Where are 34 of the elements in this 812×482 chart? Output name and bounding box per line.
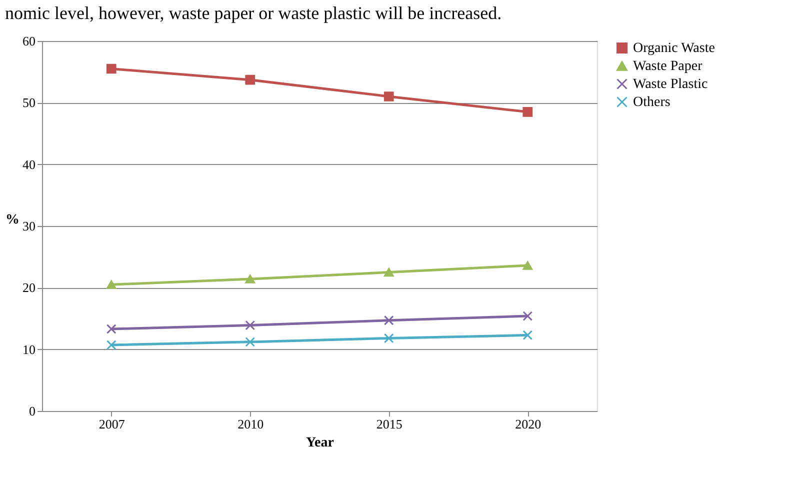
point — [245, 274, 256, 284]
y-axis-title: % — [6, 212, 20, 228]
x-tick-label: 2015 — [376, 416, 402, 432]
x-tick-label: 2010 — [238, 416, 264, 432]
y-tick-label: 50 — [22, 95, 36, 110]
point — [106, 324, 116, 334]
point — [106, 280, 116, 289]
legend-label: Waste Plastic — [633, 77, 708, 92]
legend-label: Organic Waste — [633, 41, 715, 56]
x-tick-label: 2020 — [515, 416, 542, 432]
x-axis-title: Year — [306, 436, 334, 450]
y-tick-label: 10 — [22, 342, 36, 357]
point — [384, 333, 394, 344]
y-tick-label: 20 — [22, 280, 36, 296]
point — [245, 74, 256, 85]
point — [384, 268, 394, 277]
y-tick-label: 60 — [22, 34, 36, 48]
point — [522, 330, 533, 340]
point — [384, 315, 394, 326]
y-tick-label: 30 — [22, 218, 36, 234]
point — [245, 337, 256, 347]
point — [106, 64, 116, 74]
y-tick-label: 0 — [29, 404, 36, 418]
text: nomic level, however, waste paper or waste plastic will be increased. — [5, 3, 502, 23]
legend-label: Waste Paper — [633, 59, 703, 74]
legend-label: Others — [633, 95, 670, 110]
y-tick-label: 40 — [22, 156, 36, 172]
point — [106, 340, 116, 350]
x-tick-label: 2007 — [98, 416, 126, 432]
point — [384, 92, 394, 102]
point — [245, 320, 256, 330]
point — [522, 106, 533, 117]
point — [522, 261, 533, 270]
point — [522, 311, 533, 321]
